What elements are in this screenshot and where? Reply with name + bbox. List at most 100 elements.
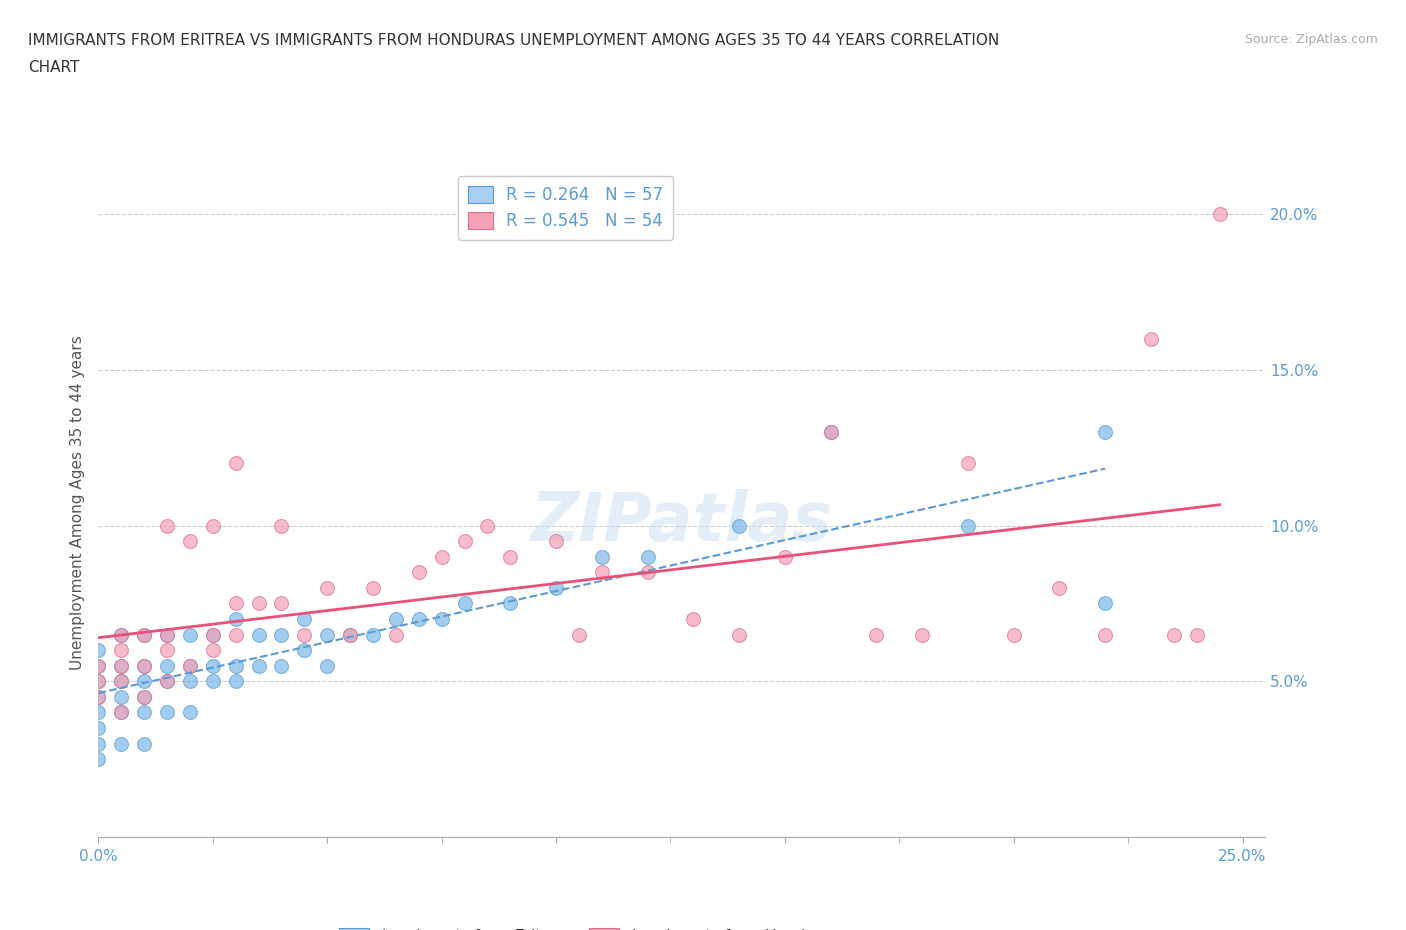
Point xyxy=(1140,331,1163,346)
Point xyxy=(110,627,132,642)
Point xyxy=(225,674,247,689)
Point xyxy=(134,658,156,673)
Point xyxy=(773,550,796,565)
Point xyxy=(110,658,132,673)
Point xyxy=(134,627,156,642)
Point xyxy=(110,705,132,720)
Point xyxy=(110,643,132,658)
Y-axis label: Unemployment Among Ages 35 to 44 years: Unemployment Among Ages 35 to 44 years xyxy=(69,335,84,670)
Point xyxy=(544,580,567,595)
Text: CHART: CHART xyxy=(28,60,80,75)
Point xyxy=(637,550,659,565)
Text: 25.0%: 25.0% xyxy=(1219,849,1267,864)
Point xyxy=(361,627,384,642)
Point xyxy=(179,627,201,642)
Point xyxy=(1094,425,1116,440)
Point xyxy=(87,751,110,766)
Point xyxy=(270,627,292,642)
Point xyxy=(865,627,887,642)
Point xyxy=(201,627,224,642)
Point xyxy=(292,627,315,642)
Point xyxy=(1208,206,1230,221)
Point xyxy=(225,596,247,611)
Point xyxy=(292,643,315,658)
Point xyxy=(156,518,179,533)
Point xyxy=(225,658,247,673)
Point xyxy=(134,689,156,704)
Point xyxy=(87,721,110,736)
Point xyxy=(339,627,361,642)
Point xyxy=(179,658,201,673)
Point xyxy=(820,425,842,440)
Point xyxy=(156,627,179,642)
Point xyxy=(134,689,156,704)
Point xyxy=(87,643,110,658)
Point xyxy=(110,658,132,673)
Point xyxy=(1163,627,1185,642)
Point xyxy=(134,658,156,673)
Point xyxy=(270,518,292,533)
Point xyxy=(225,627,247,642)
Point xyxy=(637,565,659,579)
Point xyxy=(201,518,224,533)
Point xyxy=(110,627,132,642)
Point xyxy=(110,674,132,689)
Point xyxy=(544,534,567,549)
Point xyxy=(201,627,224,642)
Point xyxy=(87,705,110,720)
Point xyxy=(110,674,132,689)
Point xyxy=(453,534,475,549)
Point xyxy=(1002,627,1025,642)
Point xyxy=(134,674,156,689)
Point xyxy=(1185,627,1208,642)
Point xyxy=(270,658,292,673)
Point xyxy=(682,612,704,627)
Point xyxy=(270,596,292,611)
Point xyxy=(339,627,361,642)
Point xyxy=(316,627,339,642)
Point xyxy=(956,456,979,471)
Legend: Immigrants from Eritrea, Immigrants from Honduras: Immigrants from Eritrea, Immigrants from… xyxy=(333,922,844,930)
Point xyxy=(728,518,751,533)
Point xyxy=(110,689,132,704)
Point xyxy=(87,689,110,704)
Point xyxy=(499,596,522,611)
Point xyxy=(156,643,179,658)
Point xyxy=(247,596,270,611)
Point xyxy=(87,689,110,704)
Point xyxy=(179,705,201,720)
Point xyxy=(201,658,224,673)
Point xyxy=(247,658,270,673)
Point xyxy=(499,550,522,565)
Point xyxy=(179,534,201,549)
Point xyxy=(87,658,110,673)
Point xyxy=(430,550,453,565)
Text: Source: ZipAtlas.com: Source: ZipAtlas.com xyxy=(1244,33,1378,46)
Point xyxy=(179,658,201,673)
Point xyxy=(225,456,247,471)
Text: IMMIGRANTS FROM ERITREA VS IMMIGRANTS FROM HONDURAS UNEMPLOYMENT AMONG AGES 35 T: IMMIGRANTS FROM ERITREA VS IMMIGRANTS FR… xyxy=(28,33,1000,47)
Point xyxy=(385,612,408,627)
Point xyxy=(568,627,591,642)
Point xyxy=(225,612,247,627)
Point xyxy=(408,612,430,627)
Point xyxy=(361,580,384,595)
Point xyxy=(728,627,751,642)
Point xyxy=(156,705,179,720)
Point xyxy=(134,705,156,720)
Point xyxy=(591,550,613,565)
Point xyxy=(430,612,453,627)
Point xyxy=(87,674,110,689)
Point xyxy=(385,627,408,642)
Text: ZIPatlas: ZIPatlas xyxy=(531,489,832,555)
Point xyxy=(156,674,179,689)
Point xyxy=(477,518,499,533)
Point xyxy=(179,674,201,689)
Point xyxy=(87,737,110,751)
Point xyxy=(201,674,224,689)
Point xyxy=(156,627,179,642)
Point xyxy=(591,565,613,579)
Point xyxy=(1094,596,1116,611)
Point xyxy=(110,737,132,751)
Point xyxy=(316,658,339,673)
